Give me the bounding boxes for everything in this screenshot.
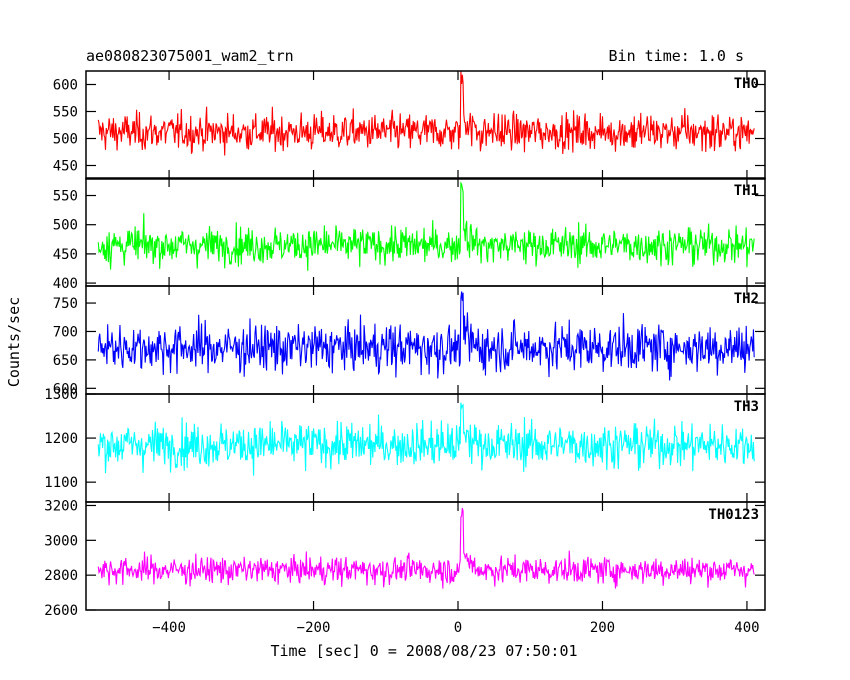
panel-frame: [85, 70, 766, 180]
panel-label: TH1: [734, 183, 759, 199]
series-th2: [97, 291, 755, 381]
y-tick-label: 750: [53, 296, 78, 312]
y-tick-label: 1200: [44, 431, 78, 447]
series-th1: [97, 181, 755, 271]
panels: 450 500 550 600 TH0 400 450 500 550 TH1 600 650 700 7…: [44, 70, 766, 619]
y-tick-label: 2600: [44, 603, 78, 619]
y-tick-label: 600: [53, 78, 78, 94]
x-tick-label: −200: [297, 620, 331, 636]
panel-th0123: 2600 2800 3000 3200 TH0123: [44, 498, 766, 619]
y-tick-label: 550: [53, 105, 78, 121]
panel-label: TH3: [734, 399, 759, 415]
y-tick-label: 650: [53, 353, 78, 369]
y-tick-label: 450: [53, 159, 78, 175]
x-tick-label: −400: [152, 620, 186, 636]
y-tick-label: 3000: [44, 533, 78, 549]
panel-label: TH0: [734, 76, 759, 92]
y-tick-label: 3200: [44, 498, 78, 514]
panel-th1: 400 450 500 550 TH1: [53, 177, 766, 292]
y-tick-label: 700: [53, 324, 78, 340]
x-axis-label: Time [sec] 0 = 2008/08/23 07:50:01: [270, 642, 577, 660]
panel-frame: [85, 501, 766, 611]
panel-th3: 1100 1200 1300 TH3: [44, 387, 766, 503]
panel-th0: 450 500 550 600 TH0: [53, 70, 766, 180]
y-tick-label: 450: [53, 247, 78, 263]
y-tick-label: 400: [53, 276, 78, 292]
panel-th2: 600 650 700 750 TH2: [53, 285, 766, 397]
y-tick-label: 550: [53, 189, 78, 205]
bin-time-label: Bin time: 1.0 s: [609, 47, 744, 65]
x-tick-label: 400: [734, 620, 759, 636]
y-tick-label: 500: [53, 132, 78, 148]
y-tick-label: 2800: [44, 568, 78, 584]
x-tick-label: 0: [454, 620, 462, 636]
series-th3: [97, 402, 755, 476]
y-tick-label: 1100: [44, 475, 78, 491]
panel-label: TH2: [734, 291, 759, 307]
series-th0: [97, 71, 755, 156]
panel-label: TH0123: [708, 507, 759, 523]
series-th0123: [97, 507, 755, 589]
y-tick-label: 500: [53, 218, 78, 234]
panel-frame: [85, 285, 766, 395]
y-tick-label: 1300: [44, 387, 78, 403]
panel-frame: [85, 177, 766, 287]
y-axis-label: Counts/sec: [5, 297, 23, 387]
y-tick-label: 600: [53, 381, 78, 397]
chart-title: ae080823075001_wam2_trn: [86, 47, 294, 65]
x-axis: −400 −200 0 200 400: [152, 620, 759, 636]
x-tick-label: 200: [590, 620, 615, 636]
